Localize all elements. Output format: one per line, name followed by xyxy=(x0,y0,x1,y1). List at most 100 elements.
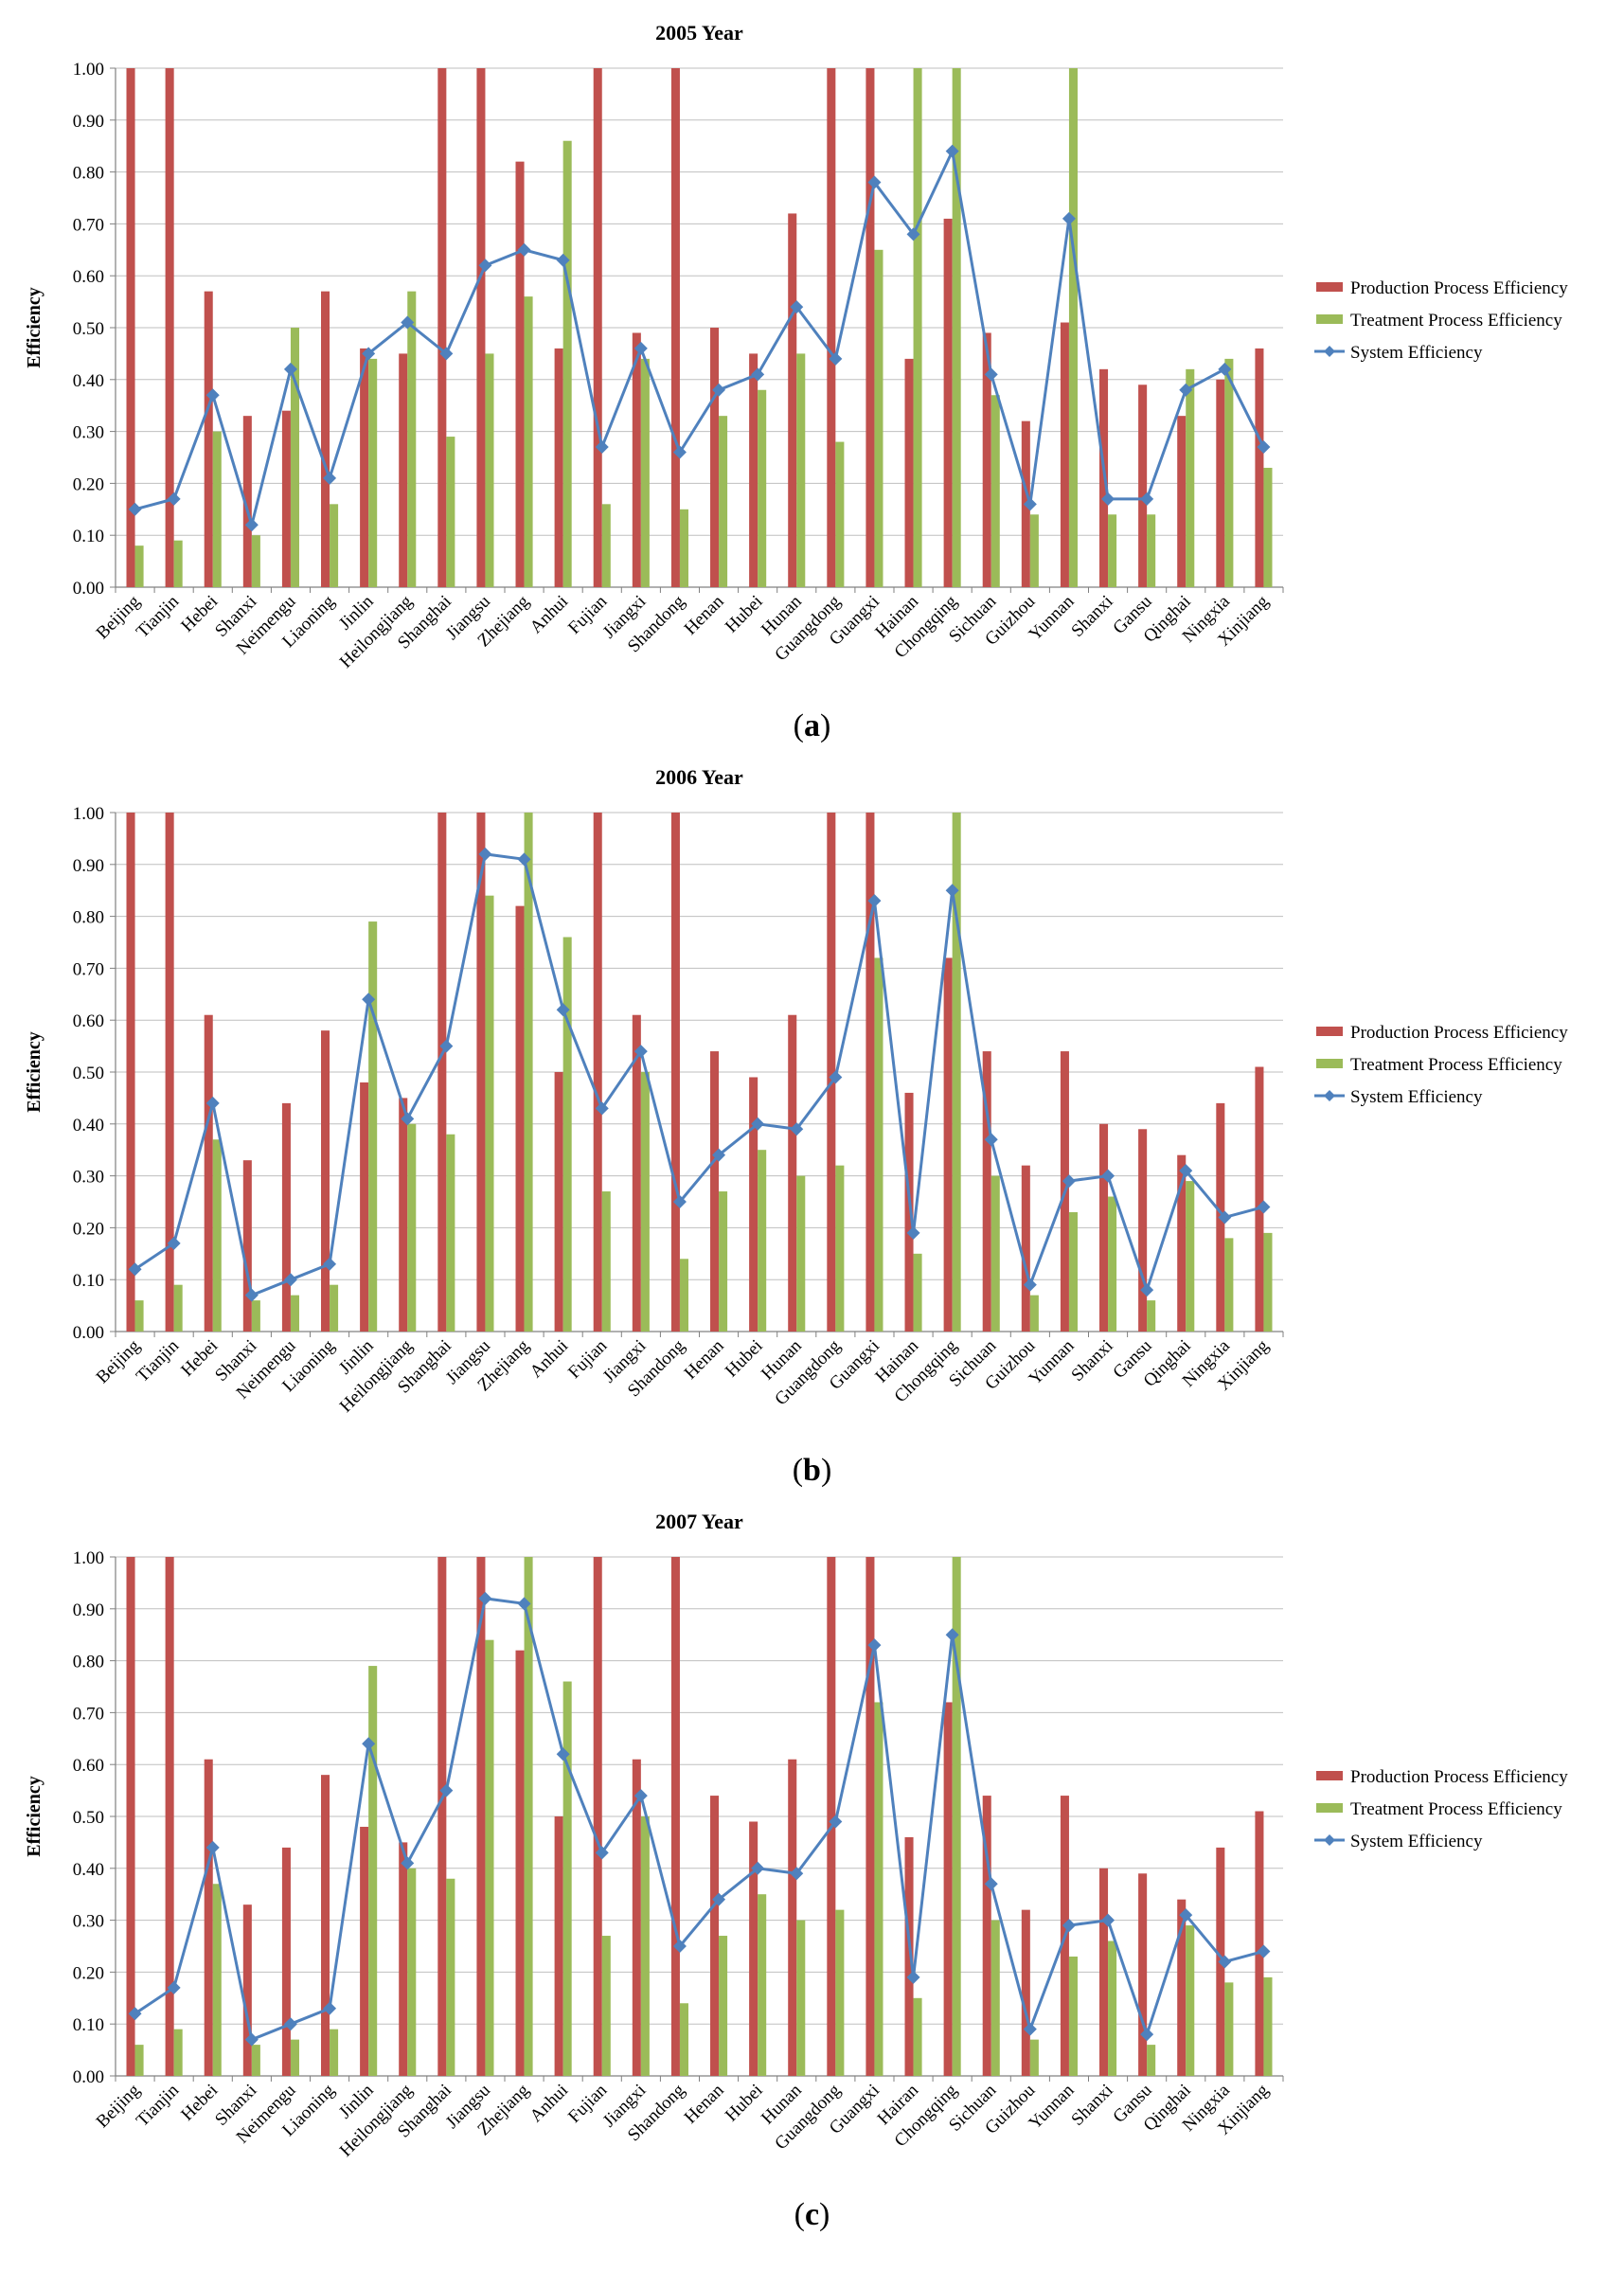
chart-panel-2006: 2006 Year 0.00 0.10 0.20 0.30 0.40 0.50 0.60 0.7… xyxy=(0,744,1624,1488)
point-system-efficiency-neimengu xyxy=(283,1273,297,1287)
legend-swatch-production-process-efficiency xyxy=(1316,1771,1343,1780)
y-tick-label: 0.50 xyxy=(73,1064,104,1083)
point-system-efficiency-neimengu xyxy=(283,2017,297,2031)
bar-production-process-efficiency-anhui xyxy=(554,1816,563,2076)
x-tick-label: Beijing xyxy=(93,2080,145,2132)
point-system-efficiency-jiangsu xyxy=(478,1591,492,1605)
point-system-efficiency-ningxia xyxy=(1218,1955,1232,1969)
point-system-efficiency-tianjin xyxy=(167,1236,181,1250)
bar-treatment-process-efficiency-gansu xyxy=(1147,2045,1156,2076)
bar-treatment-process-efficiency-guizhou xyxy=(1029,514,1039,587)
y-tick-label: 0.00 xyxy=(73,1323,104,1343)
bar-production-process-efficiency-hubei xyxy=(749,353,758,587)
y-tick-label: 0.10 xyxy=(73,527,104,546)
chart-panel-2005: 2005 Year 0.00 0.10 0.20 0.30 0.40 0.50 0.60 0.7… xyxy=(0,0,1624,743)
y-tick-label: 0.00 xyxy=(73,2067,104,2087)
y-axis-label: Efficiency xyxy=(24,287,45,368)
bar-production-process-efficiency-jinlin xyxy=(360,348,369,587)
legend-label-treatment-process-efficiency: Treatment Process Efficiency xyxy=(1350,311,1562,331)
bar-production-process-efficiency-fujian xyxy=(593,68,602,587)
point-system-efficiency-yunnan xyxy=(1062,1174,1076,1189)
bar-production-process-efficiency-zhejiang xyxy=(515,905,525,1332)
point-system-efficiency-shandong xyxy=(672,1195,687,1208)
y-tick-label: 0.30 xyxy=(73,1168,104,1188)
bar-treatment-process-efficiency-hebei xyxy=(212,431,222,587)
bar-production-process-efficiency-henan xyxy=(710,1796,720,2076)
point-system-efficiency-hebei xyxy=(205,388,220,402)
caption-c: (c) xyxy=(794,2197,830,2232)
bar-treatment-process-efficiency-guizhou xyxy=(1029,1295,1039,1332)
point-system-efficiency-tianjin xyxy=(167,492,181,506)
bar-treatment-process-efficiency-guizhou xyxy=(1029,2039,1039,2076)
point-system-efficiency-tianjin xyxy=(167,1980,181,1994)
bar-production-process-efficiency-fujian xyxy=(593,813,602,1332)
bar-treatment-process-efficiency-xinjiang xyxy=(1263,467,1273,587)
bar-treatment-process-efficiency-anhui xyxy=(562,1681,572,2076)
bar-production-process-efficiency-anhui xyxy=(554,1072,563,1332)
legend-label-production-process-efficiency: Production Process Efficiency xyxy=(1350,278,1568,298)
point-system-efficiency-liaoning xyxy=(323,2001,337,2015)
bar-treatment-process-efficiency-jiangxi xyxy=(640,1072,650,1332)
point-system-efficiency-hunan xyxy=(790,1867,804,1881)
y-tick-label: 0.40 xyxy=(73,1116,104,1136)
bar-production-process-efficiency-heilongjiang xyxy=(399,1098,408,1332)
point-system-efficiency-guizhou xyxy=(1023,2022,1037,2036)
point-system-efficiency-shanxi xyxy=(244,1288,259,1302)
bar-production-process-efficiency-qinghai xyxy=(1177,1154,1187,1332)
bar-treatment-process-efficiency-qinghai xyxy=(1186,368,1195,587)
point-system-efficiency-zhejiang xyxy=(517,852,531,867)
bar-production-process-efficiency-sichuan xyxy=(982,1051,991,1332)
x-tick-label: Beijing xyxy=(93,1335,145,1387)
y-tick-label: 0.20 xyxy=(73,1219,104,1239)
bar-treatment-process-efficiency-ningxia xyxy=(1224,1982,1234,2076)
bar-treatment-process-efficiency-guangxi xyxy=(874,957,883,1332)
legend-marker-system-efficiency xyxy=(1324,346,1335,357)
bar-production-process-efficiency-heilongjiang xyxy=(399,353,408,587)
bar-treatment-process-efficiency-fujian xyxy=(601,1936,611,2076)
bar-production-process-efficiency-guizhou xyxy=(1021,1165,1030,1332)
bar-production-process-efficiency-xinjiang xyxy=(1255,1066,1264,1332)
bar-production-process-efficiency-qinghai xyxy=(1177,416,1187,587)
bar-production-process-efficiency-neimengu xyxy=(281,410,291,587)
bar-treatment-process-efficiency-sichuan xyxy=(990,1920,1000,2076)
x-tick-label: Tianjin xyxy=(133,591,184,642)
bar-treatment-process-efficiency-neimengu xyxy=(290,1295,299,1332)
point-system-efficiency-shanxi xyxy=(244,518,259,532)
point-system-efficiency-hubei xyxy=(751,367,765,382)
bar-treatment-process-efficiency-gansu xyxy=(1147,514,1156,587)
point-system-efficiency-fujian xyxy=(595,440,609,455)
point-system-efficiency-shanxi xyxy=(244,2032,259,2047)
y-tick-label: 0.40 xyxy=(73,371,104,391)
bar-production-process-efficiency-chongqing xyxy=(943,218,953,588)
y-tick-label: 0.20 xyxy=(73,474,104,494)
y-tick-label: 0.40 xyxy=(73,1860,104,1880)
bar-production-process-efficiency-xinjiang xyxy=(1255,1811,1264,2076)
point-system-efficiency-henan xyxy=(712,1148,726,1162)
bar-production-process-efficiency-hairan xyxy=(904,1836,914,2076)
point-system-efficiency-shanghai xyxy=(439,1039,454,1053)
bar-production-process-efficiency-jiangxi xyxy=(632,1014,641,1332)
legend-swatch-treatment-process-efficiency xyxy=(1316,1059,1343,1068)
bar-treatment-process-efficiency-hubei xyxy=(758,1894,767,2076)
x-tick-label: Anhui xyxy=(526,2081,572,2126)
point-system-efficiency-fujian xyxy=(595,1846,609,1860)
bar-treatment-process-efficiency-ningxia xyxy=(1224,1238,1234,1332)
point-system-efficiency-anhui xyxy=(556,1003,570,1017)
legend-swatch-treatment-process-efficiency xyxy=(1316,314,1343,324)
bar-production-process-efficiency-jiangsu xyxy=(476,68,486,587)
point-system-efficiency-hainan xyxy=(906,1225,920,1240)
point-system-efficiency-neimengu xyxy=(283,362,297,376)
point-system-efficiency-gansu xyxy=(1140,2028,1154,2042)
line-system-efficiency xyxy=(134,146,1265,530)
point-system-efficiency-sichuan xyxy=(984,1877,998,1891)
point-system-efficiency-beijing xyxy=(128,502,142,516)
point-system-efficiency-beijing xyxy=(128,1262,142,1277)
bar-production-process-efficiency-beijing xyxy=(126,813,135,1332)
point-system-efficiency-guangdong xyxy=(829,351,843,366)
bar-treatment-process-efficiency-henan xyxy=(719,1191,728,1332)
point-system-efficiency-liaoning xyxy=(323,1257,337,1271)
x-tick-label: Shanxi xyxy=(1067,2081,1116,2130)
bar-treatment-process-efficiency-liaoning xyxy=(330,504,339,587)
bar-production-process-efficiency-shandong xyxy=(670,1557,680,2076)
y-tick-label: 1.00 xyxy=(73,1548,104,1568)
